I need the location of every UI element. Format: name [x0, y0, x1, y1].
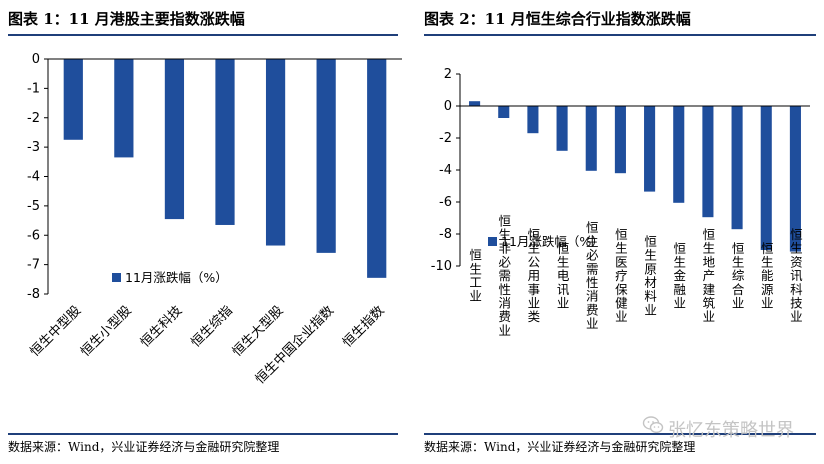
bar-5	[265, 59, 286, 246]
category-label: 恒生电讯业	[555, 242, 570, 311]
bar-2	[114, 59, 134, 158]
y-tick-label: -3	[27, 140, 40, 155]
bar-6	[614, 106, 626, 174]
category-label: 恒生地产建筑业	[700, 228, 715, 324]
y-tick-label: -6	[27, 228, 40, 243]
y-tick-label: -2	[27, 111, 40, 126]
bar-8	[673, 106, 685, 203]
watermark-text: 张忆东策略世界	[668, 420, 794, 441]
y-tick-label: 0	[32, 52, 40, 67]
category-label: 恒生资讯科技业	[788, 228, 803, 324]
y-tick-label: -5	[27, 199, 40, 214]
bar-4	[556, 106, 568, 151]
category-label: 恒生能源业	[759, 242, 774, 311]
bar-4	[215, 59, 235, 225]
category-label: 恒生科技	[138, 303, 185, 350]
right-title-rule	[424, 34, 816, 36]
left-chart-title: 图表 1：11 月港股主要指数涨跌幅	[8, 10, 245, 28]
wechat-icon	[642, 416, 664, 434]
bar-5	[585, 106, 597, 171]
y-tick-label: -6	[439, 195, 452, 210]
y-tick-label: 0	[444, 99, 452, 114]
y-tick-label: -2	[439, 131, 452, 146]
right-source-note: 数据来源：Wind，兴业证券经济与金融研究院整理	[424, 440, 696, 454]
bar-10	[731, 106, 743, 230]
bar-3	[527, 106, 539, 134]
category-label: 恒生医疗保健业	[613, 228, 628, 324]
bar-9	[702, 106, 714, 218]
category-label: 恒生综指	[188, 303, 235, 350]
bar-7	[367, 59, 387, 278]
bar-3	[164, 59, 185, 220]
bar-11	[760, 106, 772, 250]
category-label: 恒生必需性消费业	[584, 221, 599, 331]
bar-1	[469, 101, 481, 106]
legend-swatch	[112, 273, 121, 282]
category-label: 恒生工业	[467, 249, 482, 304]
bar-1	[63, 59, 83, 140]
y-tick-label: -7	[27, 258, 40, 273]
category-label: 恒生公用事业类	[525, 228, 540, 324]
y-tick-label: -8	[439, 227, 452, 242]
y-tick-label: -4	[27, 170, 40, 185]
right-bottom-rule	[424, 433, 816, 435]
category-label: 恒生小型股	[78, 303, 135, 360]
bar-7	[644, 106, 656, 192]
right-bar-chart: 20-2-4-6-8-10 恒生工业 恒生非必需性消费业 恒生公用事业类 恒生电讯业 恒生…	[431, 67, 810, 338]
y-tick-label: -10	[431, 259, 452, 274]
left-title-rule	[8, 34, 398, 36]
category-label: 恒生综合业	[730, 242, 745, 311]
category-label: 恒生非必需性消费业	[496, 214, 511, 337]
legend-label: 11月涨跌幅（%）	[125, 270, 228, 285]
y-tick-label: -1	[27, 81, 40, 96]
y-tick-label: -4	[439, 163, 452, 178]
bar-6	[316, 59, 336, 253]
legend-label: 11月涨跌幅（%）	[501, 234, 604, 249]
y-tick-label: -8	[27, 287, 40, 302]
left-source-note: 数据来源：Wind，兴业证券经济与金融研究院整理	[8, 440, 280, 454]
bar-12	[789, 106, 801, 252]
left-bottom-rule	[8, 433, 398, 435]
bar-2	[498, 106, 510, 118]
legend-swatch	[488, 237, 497, 246]
category-label: 恒生金融业	[671, 242, 686, 311]
category-label: 恒生原材料业	[642, 235, 657, 317]
y-tick-label: 2	[444, 67, 452, 82]
right-chart-title: 图表 2：11 月恒生综合行业指数涨跌幅	[424, 10, 691, 28]
category-label: 恒生指数	[340, 303, 387, 350]
category-label: 恒生中型股	[28, 303, 85, 360]
